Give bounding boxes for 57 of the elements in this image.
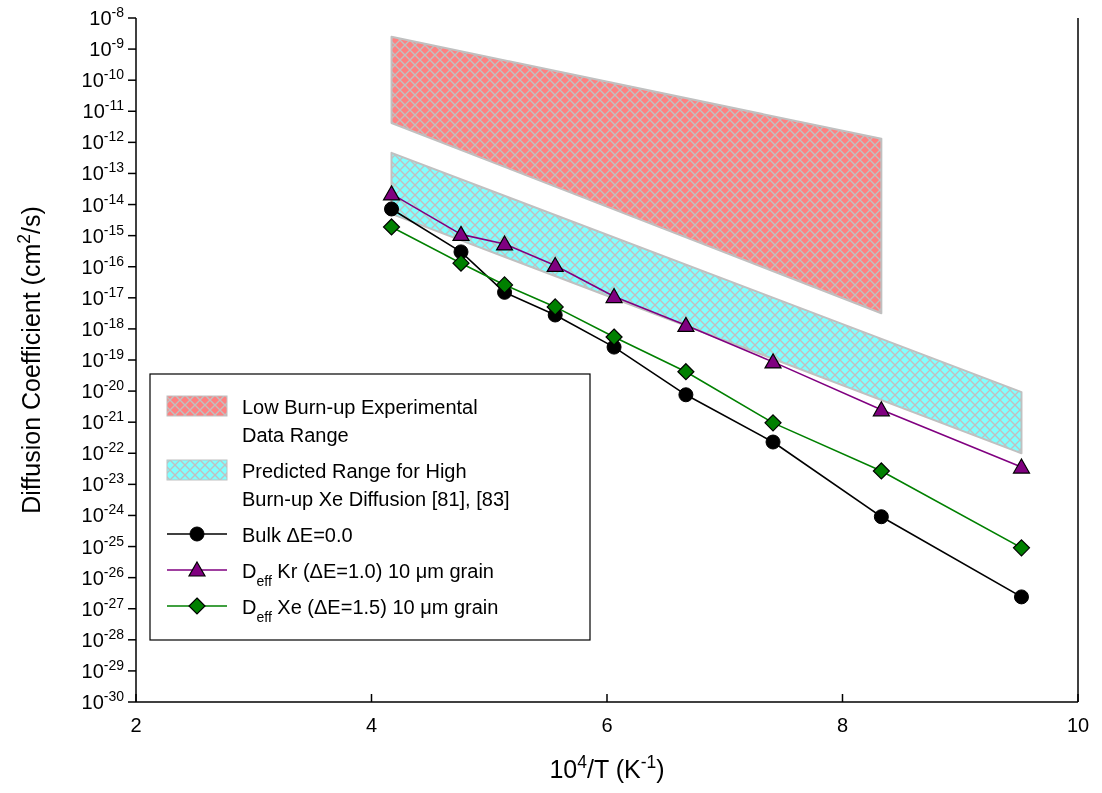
point: [1012, 539, 1031, 557]
y-tick-label: 10$^{-24}$: [81, 501, 125, 527]
point: [1013, 589, 1029, 605]
point: [382, 185, 401, 201]
y-tick-label: 10$^{-26}$: [81, 563, 125, 589]
point: [678, 387, 694, 403]
y-tick-label: 10$^{-27}$: [81, 594, 125, 620]
x-tick-label: 2: [130, 714, 142, 736]
legend-label: Low Burn-up Experimental Data Range: [242, 396, 478, 446]
y-tick-label: 10$^{-10}$: [81, 66, 125, 92]
y-tick-label: 10$^{-28}$: [81, 625, 125, 651]
x-tick-label: 6: [601, 714, 613, 736]
point: [452, 225, 470, 241]
point: [1012, 458, 1031, 474]
legend-label: D$_{eff}$ Kr (ΔE=1.0) 10 μm grain: [242, 560, 494, 589]
legend-label: Predicted Range for High Burn-up Xe Diffusion [81], [83]: [242, 460, 510, 510]
y-tick-label: 10$^{-17}$: [81, 283, 125, 309]
y-tick-label: 10$^{-13}$: [81, 159, 125, 185]
point: [605, 328, 623, 346]
point: [765, 434, 781, 450]
y-tick-label: 10$^{-12}$: [81, 128, 125, 154]
y-tick-label: 10$^{-15}$: [81, 221, 125, 247]
point: [495, 276, 514, 294]
y-tick-label: 10$^{-21}$: [81, 408, 125, 434]
x-axis-title: 10$^{4}$/T (K$^{-1}$): [549, 752, 665, 783]
point: [546, 256, 564, 273]
point: [452, 254, 470, 272]
y-tick-label: 10$^{-8}$: [89, 4, 125, 29]
legend-label: D$_{eff}$ Xe (ΔE=1.5) 10 μm grain: [242, 596, 499, 625]
x-tick-label: 10: [1066, 714, 1090, 736]
point: [873, 509, 889, 525]
point: [764, 414, 782, 432]
x-tick-label: 4: [365, 714, 378, 736]
y-tick-label: 10$^{-14}$: [81, 190, 125, 216]
x-tick-label: 8: [836, 714, 849, 736]
y-tick-label: 10$^{-23}$: [81, 470, 125, 496]
point: [764, 353, 782, 369]
point: [495, 235, 514, 251]
legend-label: Bulk ΔE=0.0: [242, 524, 353, 546]
y-tick-label: 10$^{-30}$: [81, 688, 125, 713]
point: [605, 287, 623, 304]
point: [872, 401, 890, 417]
y-tick-label: 10$^{-22}$: [81, 439, 125, 465]
point: [382, 218, 401, 236]
point: [677, 316, 695, 332]
y-tick-label: 10$^{-11}$: [82, 97, 125, 123]
y-tick-label: 10$^{-25}$: [81, 532, 125, 558]
y-tick-label: 10$^{-20}$: [81, 377, 125, 403]
y-tick-label: 10$^{-29}$: [81, 656, 125, 682]
point: [384, 201, 400, 217]
y-tick-label: 10$^{-16}$: [81, 252, 125, 278]
y-tick-label: 10$^{-19}$: [81, 346, 125, 371]
point: [546, 298, 564, 316]
point: [872, 462, 890, 480]
y-tick-label: 10$^{-9}$: [89, 35, 125, 61]
y-tick-label: 10$^{-18}$: [81, 314, 125, 340]
point: [677, 363, 695, 381]
